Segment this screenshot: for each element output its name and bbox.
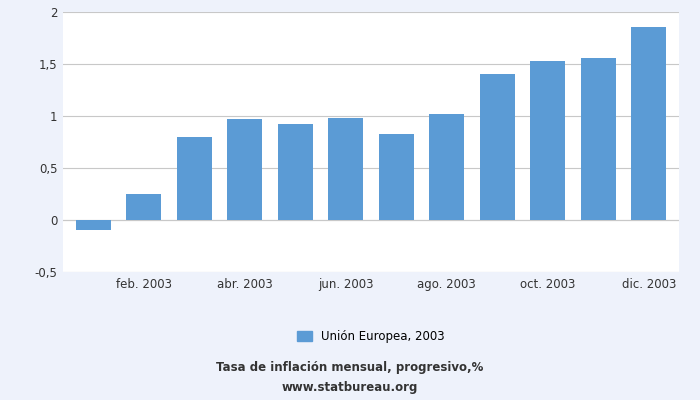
Bar xyxy=(76,220,111,230)
Bar xyxy=(328,118,363,220)
Text: www.statbureau.org: www.statbureau.org xyxy=(282,382,418,394)
Text: Tasa de inflación mensual, progresivo,%: Tasa de inflación mensual, progresivo,% xyxy=(216,362,484,374)
Bar xyxy=(631,26,666,220)
Bar xyxy=(176,137,212,220)
Bar xyxy=(278,124,313,220)
Bar xyxy=(379,134,414,220)
Bar xyxy=(580,58,616,220)
Bar xyxy=(227,119,262,220)
Bar xyxy=(530,61,566,220)
Bar xyxy=(429,114,464,220)
Bar xyxy=(480,74,515,220)
Legend: Unión Europea, 2003: Unión Europea, 2003 xyxy=(298,330,444,343)
Bar xyxy=(126,194,162,220)
